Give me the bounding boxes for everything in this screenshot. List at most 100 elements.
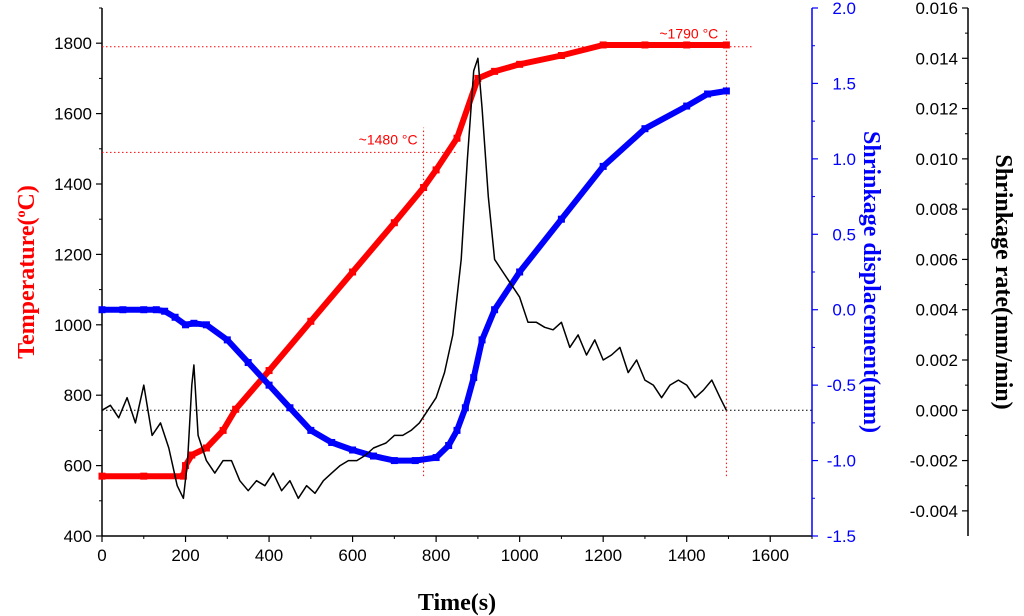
shrinkage-displacement-point: [369, 452, 377, 460]
shrinkage-displacement-point: [182, 321, 190, 329]
shrinkage-displacement-point: [190, 319, 198, 327]
shrinkage-displacement-point: [328, 438, 336, 446]
temperature-point: [722, 41, 730, 49]
temperature-point: [202, 444, 210, 452]
temperature-point: [420, 184, 428, 192]
shrinkage-displacement-point: [411, 457, 419, 465]
right-axis-1-title: Shrinkage displacement(mm): [858, 131, 884, 433]
shrinkage-displacement-point: [641, 125, 649, 133]
temperature-point: [182, 462, 190, 470]
right1-tick-label: 1.0: [832, 150, 856, 169]
shrinkage-displacement-point: [557, 215, 565, 223]
temperature-point: [349, 268, 357, 276]
temperature-point: [516, 60, 524, 68]
temperature-line: [102, 42, 727, 480]
temperature-point: [641, 41, 649, 49]
shrinkage-displacement-point: [161, 307, 169, 315]
x-axis-title: Time(s): [418, 590, 496, 616]
shrinkage-displacement-point: [223, 336, 231, 344]
left-tick-label: 600: [64, 457, 92, 476]
shrinkage-displacement-point: [599, 162, 607, 170]
shrinkage-displacement-point: [152, 306, 160, 314]
right1-tick-label: 2.0: [832, 0, 856, 18]
temperature-point: [265, 367, 273, 375]
shrinkage-displacement-point: [491, 306, 499, 314]
right2-tick-label: 0.004: [915, 301, 958, 320]
shrinkage-displacement-point: [98, 306, 106, 314]
shrinkage-displacement-point: [140, 306, 148, 314]
temperature-point: [307, 317, 315, 325]
left-tick-label: 800: [64, 386, 92, 405]
annotation-label: ~1790 °C: [659, 26, 718, 42]
shrinkage-displacement-point: [432, 454, 440, 462]
shrinkage-displacement-point: [461, 404, 469, 412]
x-tick-label: 200: [171, 546, 199, 565]
left-axis-title-tail: C): [14, 185, 40, 210]
left-tick-label: 1000: [54, 316, 92, 335]
shrinkage-displacement-point: [202, 321, 210, 329]
temperature-point: [474, 74, 482, 82]
left-tick-label: 1200: [54, 245, 92, 264]
temperature-point: [557, 52, 565, 60]
temperature-point: [432, 166, 440, 174]
right2-tick-label: -0.004: [910, 502, 958, 521]
x-tick-label: 800: [422, 546, 450, 565]
x-tick-label: 400: [255, 546, 283, 565]
left-tick-label: 400: [64, 527, 92, 546]
right2-tick-label: 0.012: [915, 100, 958, 119]
shrinkage-displacement-point: [445, 441, 453, 449]
right1-tick-label: 1.5: [832, 74, 856, 93]
right-axis-2-title: Shrinkage rate(mm/min): [990, 154, 1016, 409]
x-tick-label: 1600: [751, 546, 789, 565]
temperature-point: [219, 426, 227, 434]
right2-tick-label: 0.008: [915, 200, 958, 219]
left-axis-title-sup: o: [14, 211, 29, 218]
x-tick-label: 1000: [501, 546, 539, 565]
right1-tick-label: 0.5: [832, 225, 856, 244]
shrinkage-displacement-point: [478, 336, 486, 344]
left-tick-label: 1600: [54, 105, 92, 124]
temperature-point: [491, 67, 499, 75]
temperature-point: [390, 219, 398, 227]
shrinkage-rate-line: [101, 57, 728, 500]
right1-tick-label: -0.5: [827, 376, 856, 395]
left-tick-label: 1400: [54, 175, 92, 194]
shrinkage-displacement-point: [244, 359, 252, 367]
right2-tick-label: 0.006: [915, 250, 958, 269]
shrinkage-displacement-point: [516, 268, 524, 276]
right2-tick-label: -0.002: [910, 452, 958, 471]
left-tick-label: 1800: [54, 34, 92, 53]
right1-tick-label: -1.0: [827, 452, 856, 471]
right2-tick-label: 0.002: [915, 351, 958, 370]
x-tick-label: 0: [97, 546, 106, 565]
right2-tick-label: 0.014: [915, 49, 958, 68]
annotation-label: ~1480 °C: [359, 131, 418, 147]
temperature-point: [188, 451, 196, 459]
shrinkage-displacement-point: [683, 102, 691, 110]
x-tick-label: 1400: [668, 546, 706, 565]
shrinkage-displacement-point: [704, 90, 712, 98]
shrinkage-displacement-point: [171, 313, 179, 321]
shrinkage-displacement-point: [119, 306, 127, 314]
left-axis-title: Temperature(oC): [14, 185, 40, 359]
temperature-point: [232, 405, 240, 413]
temperature-point: [453, 134, 461, 142]
temperature-point: [179, 472, 187, 480]
shrinkage-displacement-point: [470, 374, 478, 382]
right2-tick-label: 0.016: [915, 0, 958, 18]
shrinkage-displacement-point: [390, 457, 398, 465]
temperature-point: [98, 472, 106, 480]
shrinkage-displacement-point: [722, 87, 730, 95]
x-tick-label: 600: [338, 546, 366, 565]
right1-tick-label: 0.0: [832, 301, 856, 320]
right1-tick-label: -1.5: [827, 527, 856, 546]
temperature-point: [140, 472, 148, 480]
shrinkage-displacement-point: [265, 381, 273, 389]
shrinkage-displacement-point: [349, 446, 357, 454]
right2-tick-label: 0.000: [915, 401, 958, 420]
right2-tick-label: 0.010: [915, 150, 958, 169]
shrinkage-displacement-point: [286, 404, 294, 412]
temperature-point: [599, 41, 607, 49]
left-axis-title-main: Temperature(: [14, 218, 40, 359]
